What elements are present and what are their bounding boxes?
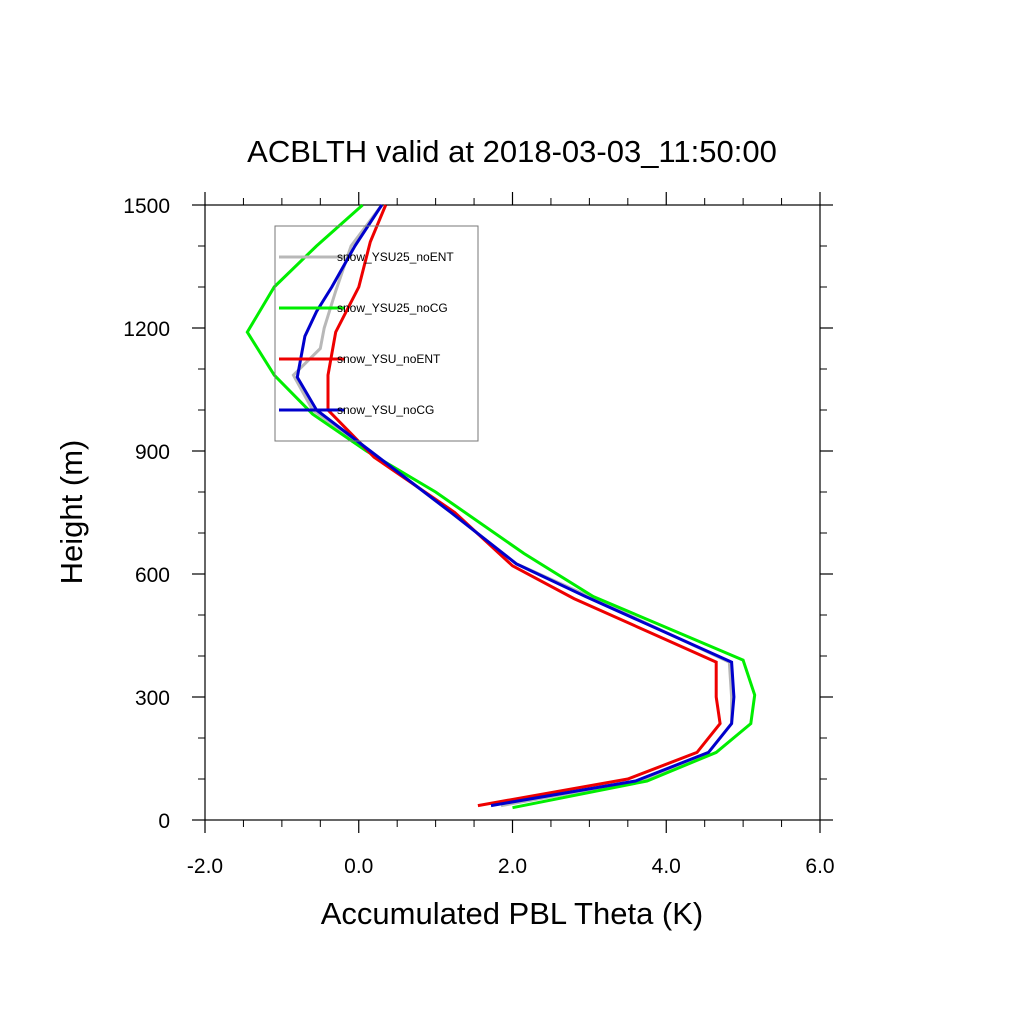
series-line-snow_YSU25_noCG (245, 203, 757, 810)
y-tick-label: 1500 (123, 195, 170, 218)
axis-ticks: -2.0 0.0 2.0 4.0 6.0 0 300 600 900 1200 1500 (123, 192, 835, 878)
y-tick-label: 300 (135, 687, 170, 710)
legend-label: snow_YSU_noENT (337, 352, 441, 366)
series-line-snow_YSU_noENT (326, 204, 722, 808)
legend-label: snow_YSU25_noENT (337, 250, 454, 264)
legend-box (274, 225, 479, 442)
legend: snow_YSU25_noENT snow_YSU25_noCG snow_YSU_… (274, 225, 479, 442)
series-line-snow_YSU25_noENT (291, 204, 734, 808)
x-tick-label: 2.0 (498, 855, 527, 878)
legend-label: snow_YSU_noCG (337, 403, 434, 417)
x-tick-label: 6.0 (805, 855, 834, 878)
x-axis-label: Accumulated PBL Theta (K) (321, 896, 704, 931)
legend-label: snow_YSU25_noCG (337, 301, 448, 315)
y-tick-label: 600 (135, 564, 170, 587)
chart-title: ACBLTH valid at 2018-03-03_11:50:00 (247, 134, 777, 169)
y-tick-label: 900 (135, 441, 170, 464)
y-axis-label: Height (m) (54, 440, 89, 585)
x-tick-label: 4.0 (652, 855, 681, 878)
y-tick-label: 0 (158, 810, 170, 833)
series-line-snow_YSU_noCG (295, 204, 736, 808)
x-tick-label: -2.0 (187, 855, 223, 878)
data-series-group (245, 203, 757, 810)
y-tick-label: 1200 (123, 318, 170, 341)
x-tick-label: 0.0 (344, 855, 373, 878)
